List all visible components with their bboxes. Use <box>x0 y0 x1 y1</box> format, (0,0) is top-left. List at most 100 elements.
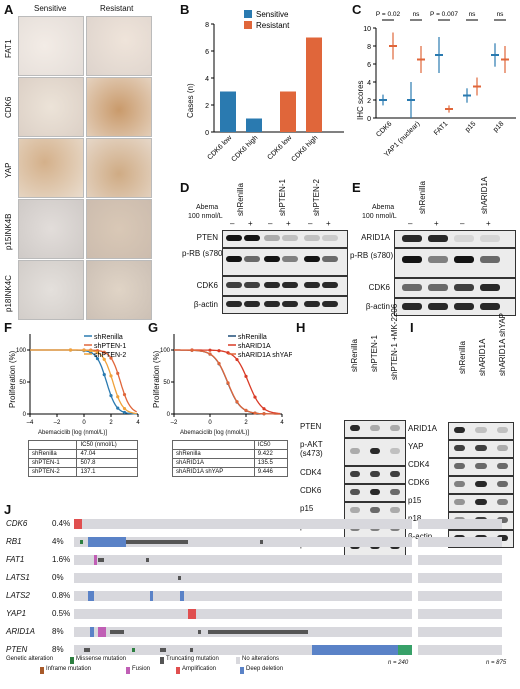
blot-band <box>390 471 400 477</box>
blot-band <box>428 235 448 242</box>
chart-g-xlabel: Abemaciclib [log (nmol/L)] <box>180 430 250 436</box>
blot-e-lane: shARID1A <box>480 176 489 214</box>
blot-band <box>244 282 260 288</box>
blot-band <box>226 235 242 241</box>
blot-band <box>304 256 320 262</box>
alteration-mark <box>132 648 135 652</box>
blot-band <box>496 427 508 433</box>
x-tick-label: CDK6 low <box>266 134 294 162</box>
blot-strip <box>448 422 514 440</box>
legend-swatch <box>126 667 130 674</box>
ic50-header: IC50 (nmol/L) <box>76 440 138 450</box>
blot-band <box>370 471 380 477</box>
ihc-image-p18-resistant <box>86 260 152 320</box>
track-bg <box>74 555 412 565</box>
col-sensitive: Sensitive <box>34 4 67 13</box>
track-bg <box>418 627 502 637</box>
ihc-row-label: p18INK4C <box>4 275 13 312</box>
blot-protein-label: ARID1A <box>408 424 437 433</box>
panel-label-b: B <box>180 2 190 17</box>
blot-band <box>264 235 280 241</box>
blot-d-abema: Abema <box>196 204 219 211</box>
blot-band <box>304 282 320 288</box>
alteration-mark <box>74 519 82 529</box>
ic50-value: 507.8 <box>76 458 138 468</box>
x-tick-label: –4 <box>27 420 34 426</box>
ihc-row-label: YAP <box>4 162 13 178</box>
blot-band <box>454 481 466 487</box>
track-bg <box>418 645 502 655</box>
p-value: ns <box>469 11 477 18</box>
blot-band <box>402 303 422 310</box>
blot-band <box>226 301 242 307</box>
blot-band <box>475 445 487 451</box>
ic50-value: 47.04 <box>76 449 138 459</box>
x-tick-label: 0 <box>208 420 212 426</box>
blot-e-protein: p-RB (s780) <box>350 251 394 260</box>
blot-e-arid1a <box>394 230 516 248</box>
bar <box>280 91 296 132</box>
chart-g-ylabel: Proliferation (%) <box>152 350 161 408</box>
blot-band <box>454 235 474 242</box>
gene-label: FAT1 <box>6 555 25 564</box>
legend-label: Amplification <box>182 666 217 672</box>
track-bg <box>74 573 412 583</box>
blot-band <box>390 425 400 431</box>
chart-b-ylabel: Cases (n) <box>186 83 195 118</box>
blot-band <box>244 301 260 307</box>
blot-band <box>402 256 422 263</box>
ihc-image-p15-resistant <box>86 199 152 259</box>
panel-label-e: E <box>352 180 361 195</box>
blot-band <box>454 256 474 263</box>
panel-label-f: F <box>4 320 12 335</box>
legend-label: Fusion <box>132 666 151 672</box>
blot-band <box>226 256 242 262</box>
data-point <box>109 394 113 398</box>
panel-label-i: I <box>410 320 414 335</box>
blot-e-dose: 100 nmol/L <box>362 213 397 220</box>
y-tick-label: 100 <box>160 348 171 354</box>
blot-band <box>480 284 500 291</box>
data-point <box>208 352 212 356</box>
blot-band <box>282 235 298 241</box>
blot-band <box>350 507 360 513</box>
blot-band <box>304 301 320 307</box>
legend-label: shRenilla <box>94 334 123 341</box>
blot-protein-label: p15 <box>408 496 422 505</box>
data-point <box>244 374 248 378</box>
gene-percent: 8% <box>52 645 64 654</box>
blot-band <box>390 489 400 495</box>
blot-i-lane: shARID1A shYAP <box>498 313 507 376</box>
blot-d-protein: β-actin <box>193 300 218 309</box>
blot-band <box>428 256 448 263</box>
legend-swatch <box>240 667 244 674</box>
y-tick-label: 0 <box>205 130 209 137</box>
blot-e-abema: Abema <box>372 204 395 211</box>
y-tick-label: 2 <box>205 103 209 110</box>
gene-label: ARID1A <box>6 627 35 636</box>
blot-band <box>475 499 487 505</box>
blot-i-lane: shARID1A <box>478 338 487 376</box>
blot-h-lane: shPTEN-1 <box>370 335 379 372</box>
gene-label: LATS2 <box>6 591 30 600</box>
blot-band <box>322 301 338 307</box>
chart-c-ylabel: IHC scores <box>356 80 365 120</box>
y-tick-label: 0 <box>23 412 27 418</box>
blot-band <box>244 256 260 262</box>
blot-protein-label: CDK6 <box>300 486 322 495</box>
legend-label: Sensitive <box>256 10 289 19</box>
blot-band <box>480 256 500 263</box>
gene-label: LATS1 <box>6 573 30 582</box>
data-point <box>95 357 100 361</box>
x-tick-label: CDK6 low <box>206 134 234 162</box>
track-bg <box>74 591 412 601</box>
blot-band <box>454 463 466 469</box>
blot-h-lane: shPTEN-1 +MK-2206 <box>390 303 399 380</box>
legend-label: Truncating mutation <box>166 656 219 662</box>
legend-label: Inframe mutation <box>46 666 92 672</box>
x-tick-label: –2 <box>54 420 61 426</box>
gene-percent: 0.4% <box>52 519 71 528</box>
gene-label: RB1 <box>6 537 22 546</box>
